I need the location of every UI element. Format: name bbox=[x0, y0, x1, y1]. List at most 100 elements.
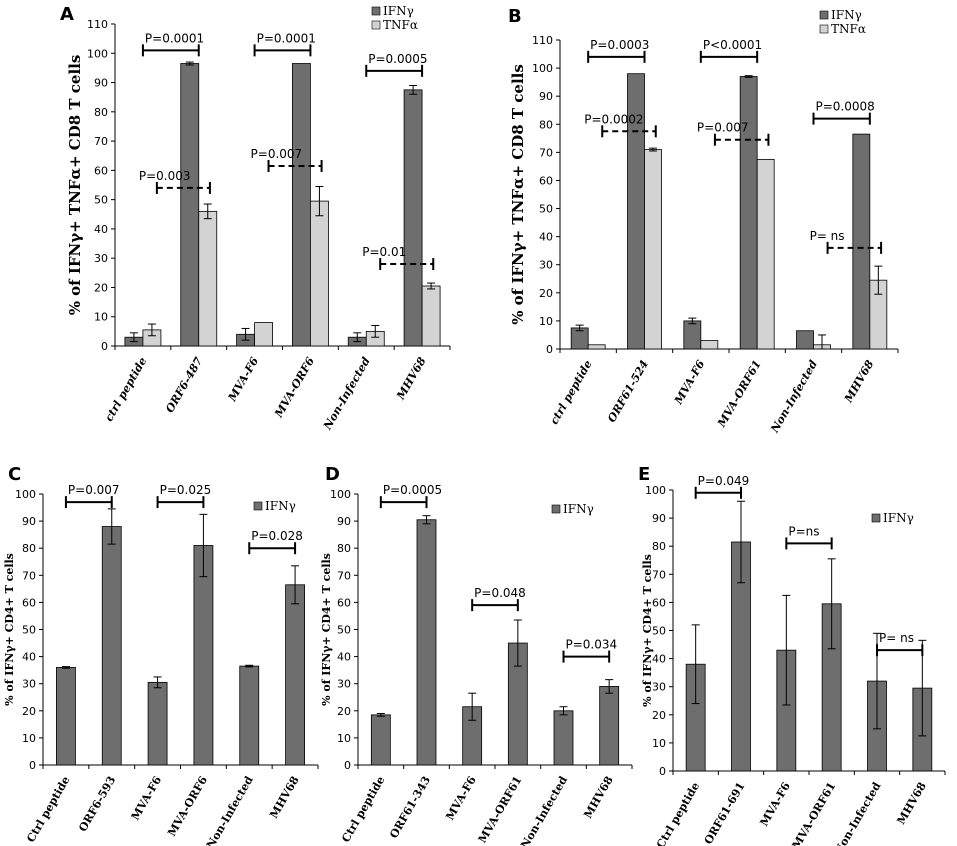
y-tick-label: 0 bbox=[546, 343, 553, 356]
y-tick-label: 60 bbox=[652, 596, 666, 609]
y-tick-label: 0 bbox=[344, 759, 351, 772]
y-tick-label: 50 bbox=[652, 625, 666, 638]
y-tick-label: 70 bbox=[22, 569, 36, 582]
p-value-label: P=0.034 bbox=[566, 638, 618, 652]
x-category-label: ORF61-343 bbox=[387, 774, 433, 841]
y-tick-label: 110 bbox=[87, 18, 108, 31]
x-category-label: ctrl peptide bbox=[548, 358, 595, 427]
y-tick-label: 80 bbox=[22, 542, 36, 555]
bar-tnf-1 bbox=[198, 210, 218, 347]
p-value-label: P=0.049 bbox=[698, 474, 750, 488]
x-category-label: MVA-ORF61 bbox=[715, 358, 764, 430]
bar-tnf-2 bbox=[254, 322, 273, 347]
y-tick-label: 50 bbox=[539, 203, 553, 216]
y-tick-label: 20 bbox=[22, 705, 36, 718]
p-value-label: P= ns bbox=[810, 229, 845, 243]
chart-panel-a: A % of IFNγ+ TNFα+ CD8 T cells 0 10 20 30 40 50… bbox=[60, 4, 451, 433]
bar-ifn-3 bbox=[193, 545, 214, 766]
legend-label: TNFα bbox=[383, 18, 418, 32]
bar-ifn-5 bbox=[599, 686, 620, 766]
y-tick-label: 20 bbox=[652, 709, 666, 722]
y-tick-label: 100 bbox=[15, 488, 36, 501]
legend-swatch bbox=[371, 6, 381, 16]
y-tick-label: 90 bbox=[22, 515, 36, 528]
x-category-label: Ctrl peptide bbox=[654, 780, 702, 846]
legend-label: IFNγ bbox=[831, 8, 862, 22]
y-tick-label: 50 bbox=[337, 624, 351, 637]
x-category-label: Non-Infected bbox=[204, 774, 256, 846]
p-value-label: P=0.0008 bbox=[816, 100, 875, 114]
p-value-label: P=0.0005 bbox=[368, 52, 427, 66]
y-tick-label: 30 bbox=[337, 678, 351, 691]
y-tick-label: 70 bbox=[539, 146, 553, 159]
y-axis-label: % of IFNγ+ CD4+ T cells bbox=[641, 554, 654, 707]
panel-label: E bbox=[638, 464, 650, 485]
p-value-label: P=0.0001 bbox=[145, 31, 204, 45]
x-category-label: Non-Infected bbox=[518, 774, 570, 846]
p-value-label: P=0.007 bbox=[68, 483, 120, 497]
y-tick-label: 10 bbox=[22, 732, 36, 745]
bar-ifn-4 bbox=[553, 710, 574, 766]
y-tick-label: 30 bbox=[22, 678, 36, 691]
p-value-label: P=0.0005 bbox=[383, 483, 442, 497]
bar-tnf-3 bbox=[310, 200, 329, 347]
x-category-label: Ctrl peptide bbox=[24, 774, 72, 845]
y-tick-label: 20 bbox=[337, 705, 351, 718]
y-tick-label: 70 bbox=[94, 135, 108, 148]
bar-ifn-4 bbox=[796, 330, 814, 350]
y-tick-label: 50 bbox=[94, 194, 108, 207]
y-tick-label: 20 bbox=[539, 287, 553, 300]
panel-label: C bbox=[8, 464, 21, 485]
bar-ifn-2 bbox=[683, 320, 702, 350]
y-axis-label: % of IFNγ+ TNFα+ CD8 T cells bbox=[66, 55, 84, 316]
legend-label: IFNγ bbox=[265, 499, 296, 513]
bar-ifn-5 bbox=[852, 133, 871, 350]
y-tick-label: 30 bbox=[539, 259, 553, 272]
bar-tnf-1 bbox=[644, 149, 662, 350]
legend-swatch bbox=[819, 24, 829, 34]
y-tick-label: 60 bbox=[539, 174, 553, 187]
chart-panel-e: E % of IFNγ+ CD4+ T cells 0 10 20 30 40 50 60 70 8… bbox=[638, 464, 946, 846]
legend-label: IFNγ bbox=[563, 502, 594, 516]
y-tick-label: 40 bbox=[652, 653, 666, 666]
x-category-label: MVA-F6 bbox=[443, 774, 479, 823]
p-value-label: P=0.007 bbox=[251, 147, 303, 161]
y-tick-label: 100 bbox=[330, 488, 351, 501]
x-category-label: MHV68 bbox=[841, 358, 876, 406]
chart-panel-b: B % of IFNγ+ TNFα+ CD8 T cells 0 10 20 30 40 50… bbox=[508, 6, 899, 436]
x-category-label: ORF6-593 bbox=[76, 774, 118, 834]
bar-tnf-3 bbox=[756, 158, 775, 350]
x-category-label: Ctrl peptide bbox=[339, 774, 387, 845]
p-value-label: P=0.003 bbox=[139, 169, 191, 183]
bar-ifn-5 bbox=[403, 89, 423, 347]
y-tick-label: 60 bbox=[94, 164, 108, 177]
y-tick-label: 80 bbox=[337, 542, 351, 555]
legend-swatch bbox=[551, 504, 561, 514]
p-value-label: P=0.0001 bbox=[257, 31, 316, 45]
y-tick-label: 110 bbox=[532, 34, 553, 47]
y-tick-label: 60 bbox=[22, 596, 36, 609]
bar-tnf-5 bbox=[421, 285, 441, 347]
x-category-label: MVA-F6 bbox=[225, 355, 261, 405]
legend-swatch bbox=[371, 20, 381, 30]
p-value-label: P=0.01 bbox=[362, 245, 406, 259]
y-tick-label: 60 bbox=[337, 596, 351, 609]
y-tick-label: 90 bbox=[94, 77, 108, 90]
bar-ifn-2 bbox=[147, 681, 168, 766]
y-tick-label: 40 bbox=[337, 651, 351, 664]
y-tick-label: 20 bbox=[94, 281, 108, 294]
x-category-label: MVA-ORF6 bbox=[165, 774, 210, 839]
x-category-label: ORF6-487 bbox=[163, 355, 205, 415]
y-tick-label: 10 bbox=[539, 315, 553, 328]
bar-ifn-4 bbox=[239, 665, 260, 766]
x-category-label: MVA-F6 bbox=[671, 358, 707, 408]
y-tick-label: 100 bbox=[645, 484, 666, 497]
y-tick-label: 90 bbox=[539, 90, 553, 103]
x-category-label: MVA-ORF61 bbox=[476, 774, 525, 845]
panel-label: A bbox=[60, 4, 74, 25]
x-category-label: ORF61-691 bbox=[702, 780, 748, 846]
x-category-label: Non-Infected bbox=[768, 358, 821, 436]
y-axis-label: % of IFNγ+ TNFα+ CD8 T cells bbox=[509, 64, 527, 325]
y-tick-label: 100 bbox=[87, 47, 108, 60]
